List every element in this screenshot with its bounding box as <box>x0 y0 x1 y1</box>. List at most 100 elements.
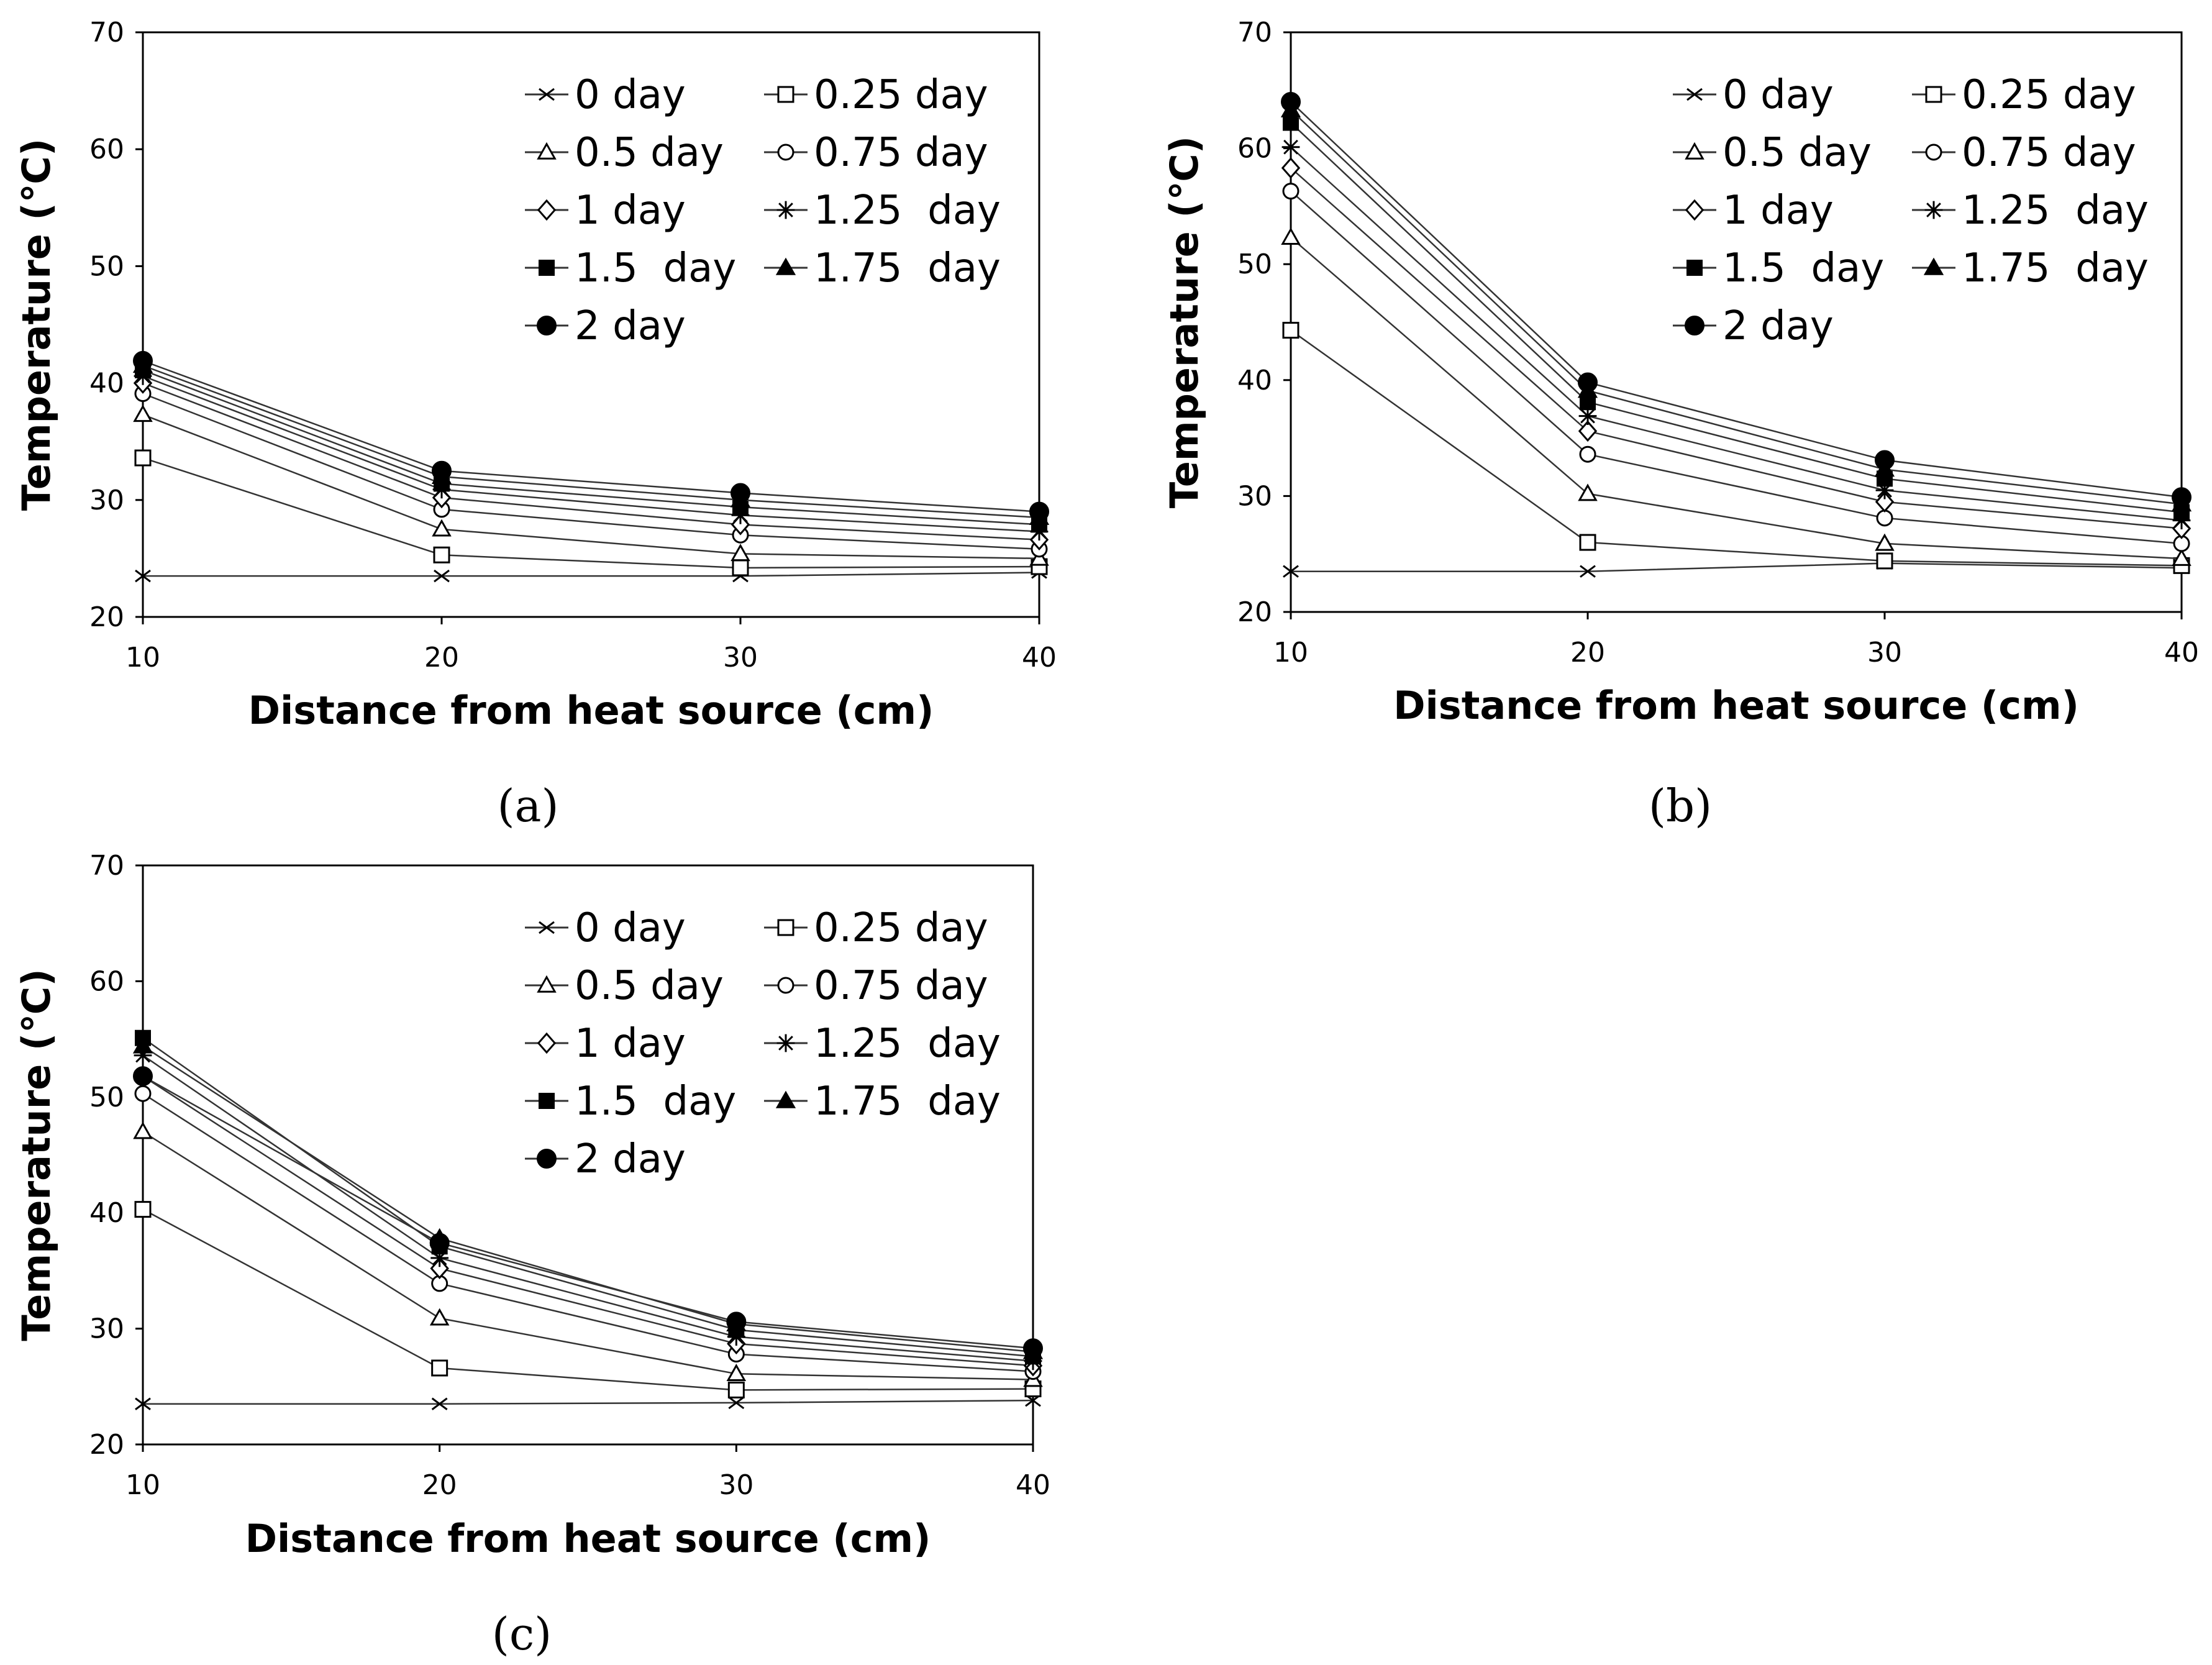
legend-marker <box>1924 201 1943 219</box>
legend-entry: 0 day <box>1673 72 1834 118</box>
data-point <box>133 350 153 371</box>
series-line <box>142 1075 1034 1349</box>
legend-marker <box>1923 257 1944 275</box>
y-tick-label: 50 <box>89 250 124 282</box>
series-line <box>142 1093 1034 1372</box>
y-tick-label: 50 <box>89 1082 124 1113</box>
legend-entry: 1.75 day <box>764 245 1001 291</box>
legend-label: 1.25 day <box>814 1021 1001 1067</box>
legend-marker <box>775 257 796 275</box>
legend-entry: 0.5 day <box>525 130 724 176</box>
series-line <box>142 1208 1034 1391</box>
series-line <box>142 369 1040 526</box>
data-point <box>1875 450 1895 470</box>
legend-marker <box>776 1034 795 1052</box>
x-tick-label: 10 <box>125 642 160 673</box>
data-point <box>1283 565 1299 578</box>
legend-label: 1.75 day <box>814 1079 1001 1124</box>
data-point <box>1282 322 1299 339</box>
legend-entry: 1.5 day <box>525 1079 736 1124</box>
series-0.25-day <box>134 449 1048 577</box>
legend-marker <box>537 199 557 221</box>
series-line <box>142 365 1040 519</box>
legend-label: 1 day <box>1723 188 1834 234</box>
x-tick-label: 40 <box>1016 1469 1050 1501</box>
legend-label: 1 day <box>575 1021 686 1067</box>
data-point <box>1281 157 1301 179</box>
y-tick-label: 40 <box>89 368 124 399</box>
series-line <box>142 382 1040 541</box>
data-point <box>135 569 151 583</box>
data-point <box>728 1396 745 1410</box>
y-tick-label: 70 <box>1237 17 1272 48</box>
data-point <box>1281 138 1300 157</box>
legend-label: 1 day <box>575 188 686 234</box>
legend-label: 0.5 day <box>1723 130 1872 176</box>
data-point <box>133 404 153 422</box>
data-point <box>430 1249 449 1267</box>
series-line <box>143 1399 1034 1405</box>
panel-caption: (c) <box>492 1608 552 1660</box>
x-tick-label: 20 <box>424 642 459 673</box>
y-tick-label: 60 <box>89 965 124 997</box>
data-point <box>1578 407 1597 426</box>
series-0.75-day <box>1282 183 2190 552</box>
data-point <box>1875 491 1895 513</box>
series-line <box>1290 146 2182 521</box>
x-axis-label: Distance from heat source (cm) <box>248 688 934 733</box>
series-line <box>142 393 1040 550</box>
series-0.5-day <box>133 1121 1043 1387</box>
data-point <box>1875 533 1895 551</box>
legend-label: 2 day <box>575 303 686 349</box>
legend-entry: 0.25 day <box>764 72 988 118</box>
legend-entry: 0.75 day <box>764 963 988 1009</box>
y-tick-label: 70 <box>89 850 124 882</box>
data-point <box>731 506 750 524</box>
data-point <box>429 1308 450 1326</box>
data-point <box>1029 548 1049 566</box>
y-tick-label: 50 <box>1237 249 1272 280</box>
data-point <box>432 519 452 537</box>
series-line <box>142 1054 1034 1362</box>
legend-label: 0.25 day <box>814 905 988 951</box>
series-line <box>142 457 1040 569</box>
series-line <box>1291 562 2182 572</box>
legend-label: 0.5 day <box>575 963 724 1009</box>
data-point <box>1281 227 1301 245</box>
panel-caption: (b) <box>1649 780 1712 832</box>
x-tick-label: 30 <box>719 1469 753 1501</box>
legend-label: 1.75 day <box>814 245 1001 291</box>
data-point <box>1876 509 1893 527</box>
series-line <box>1290 122 2182 513</box>
data-point <box>433 546 450 563</box>
data-point <box>1579 445 1596 463</box>
legend-marker <box>1685 316 1705 335</box>
series-line <box>143 572 1040 577</box>
legend-marker <box>537 975 557 993</box>
legend-label: 2 day <box>1723 303 1834 349</box>
legend-entry: 2 day <box>525 1136 686 1182</box>
y-tick-label: 60 <box>1237 133 1272 165</box>
legend-entry: 1 day <box>525 188 686 234</box>
legend-marker <box>1925 144 1942 161</box>
legend-entry: 0.75 day <box>764 130 988 176</box>
legend-marker <box>776 201 795 219</box>
data-point <box>1023 1338 1043 1359</box>
data-point <box>1283 114 1299 131</box>
x-tick-label: 30 <box>1867 637 1902 668</box>
data-point <box>1578 372 1598 393</box>
data-point <box>132 1036 153 1054</box>
data-point <box>726 1311 747 1332</box>
y-tick-label: 20 <box>1237 596 1272 628</box>
legend-marker <box>539 88 555 101</box>
x-axis-label: Distance from heat source (cm) <box>245 1516 931 1561</box>
data-point <box>1876 552 1893 570</box>
legend-entry: 1 day <box>1673 188 1834 234</box>
y-tick-label: 20 <box>89 601 124 633</box>
series-1.25-day <box>1281 138 2191 529</box>
y-axis-label: Temperature (℃) <box>1162 136 1207 508</box>
data-point <box>1578 483 1598 501</box>
